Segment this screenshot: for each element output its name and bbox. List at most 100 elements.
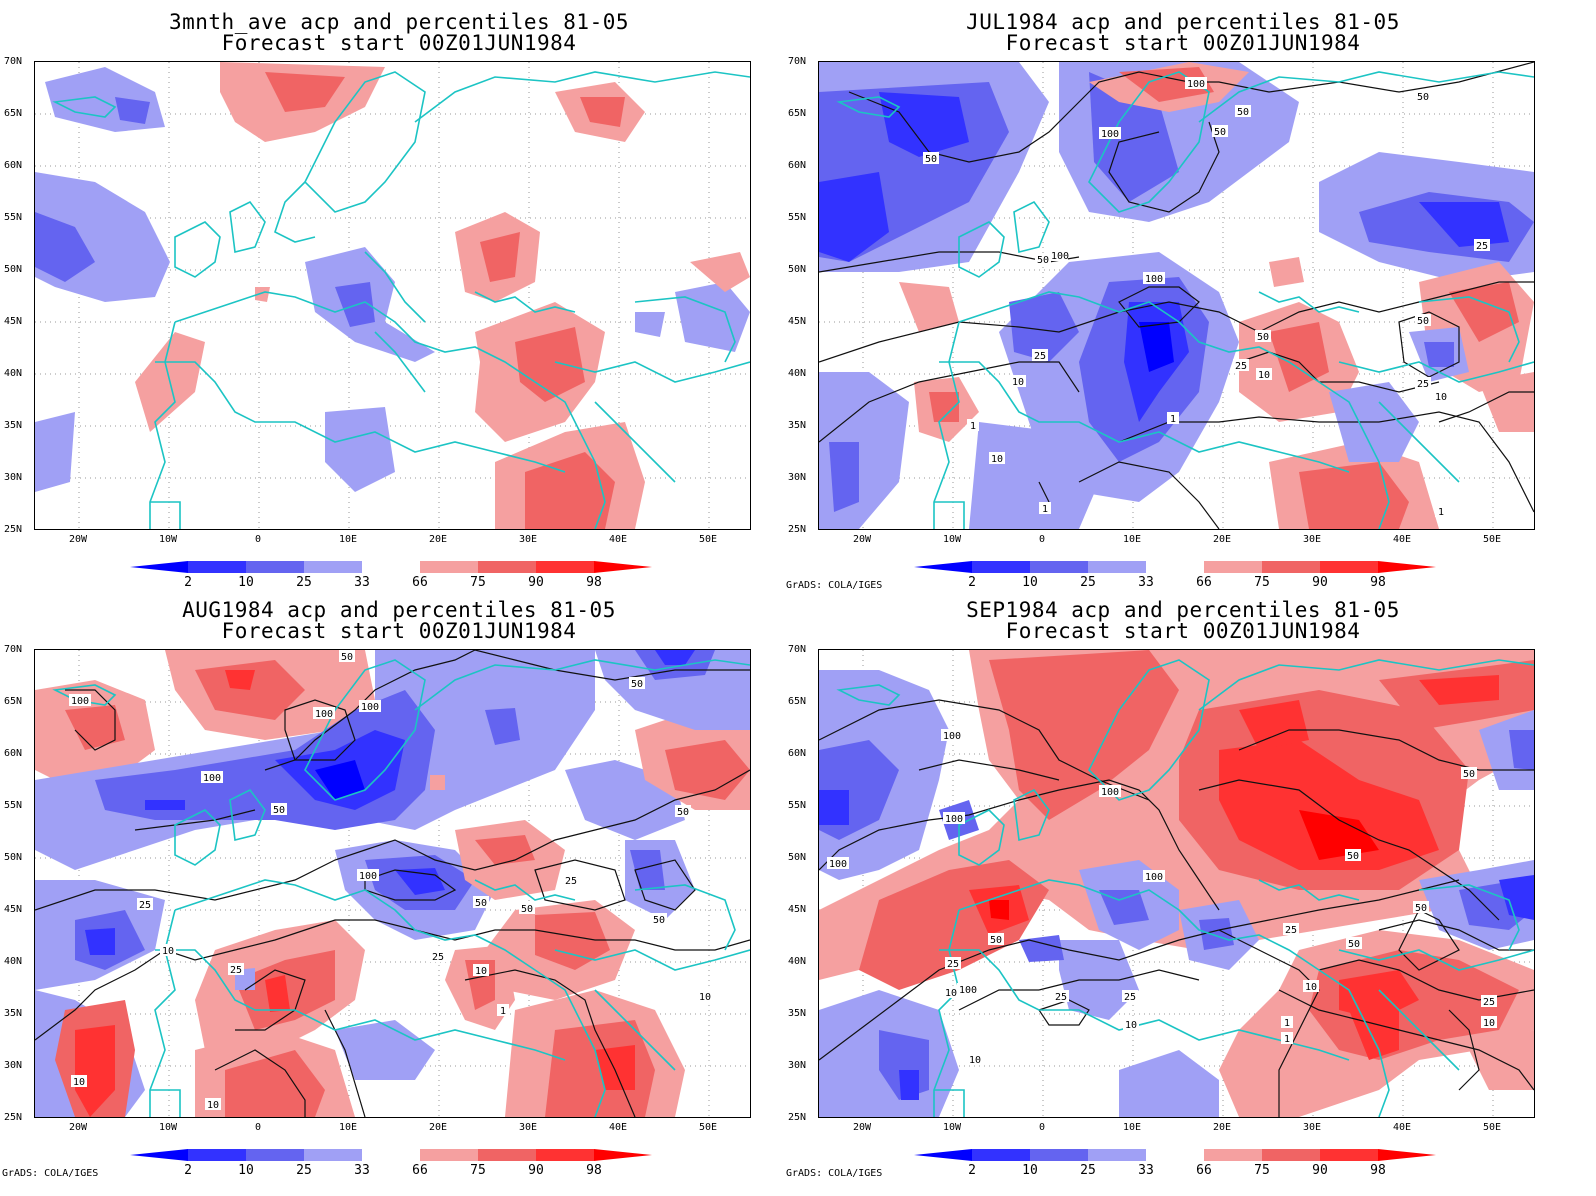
lon-label: 0 [254,1122,262,1133]
svg-text:50: 50 [1348,939,1360,950]
lat-label: 55N [788,800,807,811]
svg-text:50: 50 [1237,107,1249,118]
svg-text:10: 10 [207,1100,219,1111]
lat-label: 25N [788,1112,807,1123]
svg-text:25: 25 [1124,992,1136,1003]
colorbar-label: 66 [1196,575,1212,590]
contour-label-boxes: 50 100 100 100 50 100 50 50 100 50 25 25… [69,650,713,1111]
colorbar-label: 75 [1254,1163,1270,1178]
colorbar-label: 98 [1370,1163,1386,1178]
contour-label: 10 [1481,1016,1497,1029]
svg-text:10: 10 [73,1077,85,1088]
panel-title: AUG1984 acp and percentiles 81-05 [182,598,616,622]
lat-label: 30N [788,472,807,483]
contour-lines [35,650,750,1117]
svg-text:100: 100 [71,696,89,707]
lon-label: 20E [428,534,448,545]
contour-label: 50 [1345,849,1361,862]
contour-label: 50 [1413,901,1429,914]
lat-label: 25N [4,524,23,535]
svg-text:100: 100 [315,709,333,720]
svg-text:100: 100 [1101,129,1119,140]
contour-label: 10 [1010,375,1026,388]
lon-label: 30E [1302,534,1322,545]
contour-label: 10 [1123,1018,1139,1031]
lat-label: 45N [4,316,23,327]
contour-label: 1 [1039,502,1051,515]
contour-label: 50 [1415,314,1431,327]
svg-text:10: 10 [1305,982,1317,993]
colorbar-label: 10 [238,575,254,590]
contour-label: 100 [69,694,91,707]
lat-label: 30N [4,1060,23,1071]
colorbar-label: 75 [1254,575,1270,590]
lat-label: 60N [4,160,23,171]
lon-label: 20E [1212,1122,1232,1133]
svg-text:100: 100 [1145,274,1163,285]
percentile-shading [35,650,750,1117]
contour-label: 50 [1415,90,1431,103]
svg-text:100: 100 [829,859,847,870]
map-area: 100 50 100 50 50 50 100 50 100 50 25 10 … [818,61,1535,530]
map-panel-jul1984: JUL1984 acp and percentiles 81-05 Foreca… [784,0,1582,598]
colorbar-label: 25 [1080,575,1096,590]
lat-label: 65N [788,108,807,119]
contour-label: 10 [160,944,176,957]
colorbar-label: 33 [354,1163,370,1178]
contour-label: 10 [205,1098,221,1111]
panel-title: JUL1984 acp and percentiles 81-05 [966,10,1400,34]
panel-subtitle: Forecast start 00Z01JUN1984 [221,619,577,643]
contour-label: 100 [1099,785,1121,798]
contour-label: 1 [1281,1032,1293,1045]
contour-label: 50 [519,902,535,915]
svg-text:50: 50 [341,652,353,663]
svg-text:10: 10 [699,992,711,1003]
map-area: 100 100 100 50 100 100 50 50 50 100 50 2… [818,649,1535,1118]
contour-label: 10 [989,452,1005,465]
lon-label: 10E [338,1122,358,1133]
map-panel-3month: 3mnth_ave acp and percentiles 81-05 Fore… [0,0,798,598]
map-area: 50 100 100 100 50 100 50 50 100 50 25 25… [34,649,751,1118]
percentile-shading [35,62,750,529]
lon-label: 50E [698,534,718,545]
colorbar [130,1148,670,1176]
svg-text:50: 50 [1347,851,1359,862]
contour-label: 25 [945,957,961,970]
lon-label: 20E [1212,534,1232,545]
contour-label: 25 [137,898,153,911]
colorbar-label: 98 [1370,575,1386,590]
svg-text:50: 50 [990,935,1002,946]
contour-label: 50 [629,677,645,690]
colorbar [130,560,670,588]
lon-label: 40E [1392,1122,1412,1133]
contour-label: 100 [943,812,965,825]
colorbar-label: 90 [528,575,544,590]
contour-label: 25 [563,874,579,887]
contour-label: 25 [1415,377,1431,390]
colorbar-label: 98 [586,1163,602,1178]
contour-label: 1 [967,419,979,432]
lat-label: 35N [788,1008,807,1019]
contour-label: 10 [943,986,959,999]
svg-text:1: 1 [970,421,976,432]
map-panel-sep1984: SEP1984 acp and percentiles 81-05 Foreca… [784,588,1582,1186]
svg-text:50: 50 [521,904,533,915]
lat-label: 70N [4,644,23,655]
contour-label: 25 [1474,239,1490,252]
svg-text:100: 100 [959,985,977,996]
panel-subtitle: Forecast start 00Z01JUN1984 [221,31,577,55]
svg-text:10: 10 [969,1055,981,1066]
svg-text:50: 50 [677,807,689,818]
svg-text:25: 25 [1483,997,1495,1008]
svg-text:100: 100 [945,814,963,825]
contour-label: 10 [1303,980,1319,993]
contour-label: 10 [697,990,713,1003]
svg-text:1: 1 [1042,504,1048,515]
svg-text:50: 50 [1463,769,1475,780]
lon-label: 10W [942,1122,962,1133]
panel-subtitle: Forecast start 00Z01JUN1984 [1005,31,1361,55]
svg-text:50: 50 [1417,316,1429,327]
lon-label: 10W [158,534,178,545]
contour-label-boxes: 100 100 100 50 100 100 50 50 50 100 50 2… [827,729,1497,1066]
coastlines [52,71,750,529]
